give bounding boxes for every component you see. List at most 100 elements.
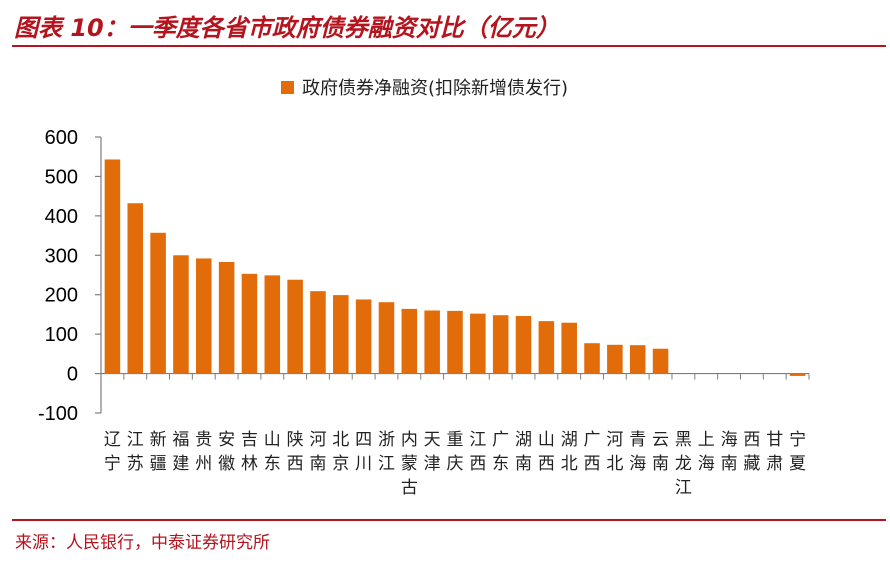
x-category-label: 安 [218,430,235,450]
bar [607,344,623,374]
x-category-label: 辽 [104,430,121,450]
bar [424,310,440,374]
bar [264,275,281,374]
figure-header: 图表 10：一季度各省市政府债券融资对比（亿元） [0,0,890,47]
x-category-label: 天 [424,430,441,450]
bar [287,279,303,374]
y-tick-label: 400 [45,206,78,228]
x-category-label: 夏 [789,454,806,474]
y-tick-label: 600 [45,127,78,149]
x-category-label: 蒙 [401,454,418,474]
x-category-label: 西 [743,430,760,450]
x-category-label: 黑 [675,430,692,450]
x-category-label: 内 [401,430,418,450]
source-divider [12,519,886,521]
bar [173,255,189,374]
bar-chart: 政府债券净融资(扣除新增债发行) -100 0 100 200 300 400 500 600 辽… [38,78,810,498]
x-category-label: 四 [355,430,372,450]
x-category-label: 肃 [766,454,783,474]
y-tick-label: 300 [45,245,78,267]
bar [196,258,212,374]
bar [584,343,600,374]
x-category-label: 西 [469,454,486,474]
legend-swatch [281,81,294,94]
x-category-label: 州 [195,454,212,474]
bar [333,295,349,374]
x-category-label: 苏 [127,454,144,474]
bar [310,291,326,374]
figure-title: 图表 10：一季度各省市政府债券融资对比（亿元） [14,14,560,42]
x-category-label: 庆 [447,454,464,474]
bar [789,373,806,376]
x-category-label: 龙 [675,454,692,474]
bar [218,261,235,374]
x-category-label: 南 [721,454,738,474]
x-category-label: 湖 [515,430,532,450]
bar [150,232,166,374]
x-category-label: 京 [332,454,349,474]
x-category-label: 南 [515,454,532,474]
x-category-label: 云 [652,430,669,450]
bar [127,203,144,374]
bar [652,348,669,374]
title-divider [12,45,886,47]
x-category-label: 江 [469,430,486,450]
x-category-label: 河 [606,430,623,450]
x-category-label: 广 [492,430,509,450]
x-category-label: 青 [629,430,646,450]
x-category-label: 北 [606,454,623,474]
y-tick-label: 200 [45,285,78,307]
x-category-label: 西 [287,454,304,474]
x-category-label: 北 [332,430,349,450]
bar [241,273,258,374]
x-category-label: 南 [652,454,669,474]
x-category-label: 宁 [789,430,806,450]
bar [355,299,372,374]
x-category-label: 宁 [104,454,121,474]
x-category-label: 西 [584,454,601,474]
bar [538,321,555,374]
x-category-label: 海 [698,454,715,474]
x-category-label: 建 [172,454,189,474]
x-category-label: 山 [538,430,555,450]
x-category-label: 海 [721,430,738,450]
bar [561,322,577,374]
bar [492,315,509,374]
legend-label: 政府债券净融资(扣除新增债发行) [302,78,568,99]
x-category-label: 陕 [287,430,304,450]
y-tick-label: 500 [45,166,78,188]
x-category-label: 林 [241,454,258,474]
x-category-label: 福 [172,430,189,450]
x-category-label: 山 [264,430,281,450]
x-category-label: 甘 [766,430,783,450]
x-category-label: 上 [698,430,715,450]
x-category-label: 西 [538,454,555,474]
x-category-label: 湖 [561,430,578,450]
bar [378,302,395,374]
bar [515,316,532,374]
y-tick-label: 0 [67,364,78,386]
bar [447,310,463,374]
bar [629,345,646,374]
x-category-label: 贵 [195,430,212,450]
x-category-label: 江 [378,454,395,474]
x-category-label: 津 [424,454,441,474]
x-category-label: 东 [264,454,281,474]
x-category-label: 江 [675,478,692,498]
x-category-label: 吉 [241,430,258,450]
bar [470,313,486,374]
x-category-label: 河 [309,430,326,450]
y-tick-label: 100 [45,324,78,346]
x-category-label: 疆 [150,454,167,474]
x-category-label: 东 [492,454,509,474]
x-category-label: 重 [447,430,464,450]
bar [401,308,418,374]
x-category-label: 新 [150,430,167,450]
x-category-label: 广 [584,430,601,450]
bar [104,159,121,374]
x-category-label: 浙 [378,430,395,450]
x-category-label: 北 [561,454,578,474]
x-category-label: 南 [309,454,326,474]
x-category-label: 藏 [743,454,760,474]
x-category-label: 川 [355,454,372,474]
